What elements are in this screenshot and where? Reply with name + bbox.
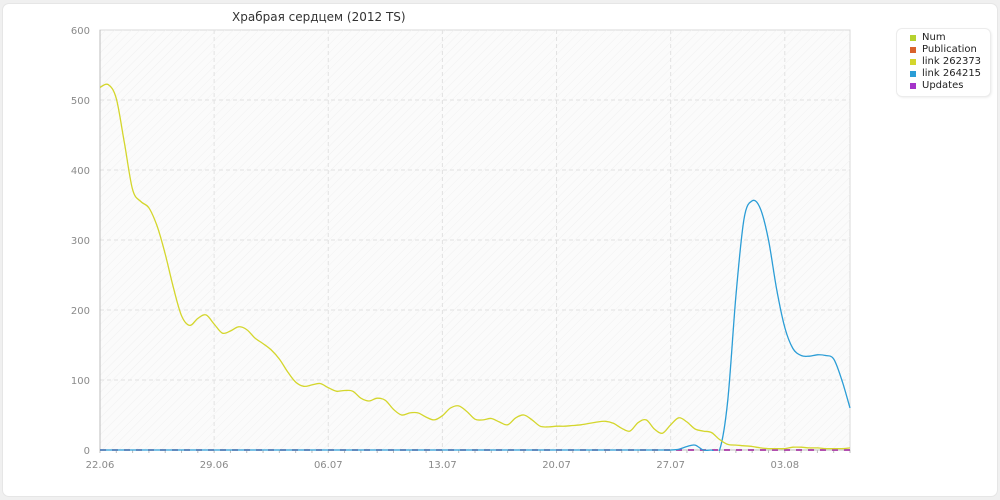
series-line-link-264215 (100, 199, 851, 451)
legend-swatch-link-264215 (910, 71, 916, 77)
legend-item-link-264215[interactable]: link 264215 (897, 68, 990, 80)
legend-label-num: Num (922, 32, 946, 43)
x-tick-label: 29.06 (200, 460, 229, 471)
x-tick-label: 22.06 (86, 460, 115, 471)
legend-item-updates[interactable]: Updates (897, 80, 990, 92)
legend-item-publication[interactable]: Publication (897, 44, 990, 56)
series-line-link-262373 (100, 83, 851, 450)
legend-item-link-262373[interactable]: link 262373 (897, 56, 990, 68)
x-tick-label: 06.07 (314, 460, 343, 471)
y-tick-label: 400 (71, 166, 90, 177)
legend-label-publication: Publication (922, 44, 977, 55)
legend-label-link-264215: link 264215 (922, 68, 982, 79)
y-tick-label: 200 (71, 306, 90, 317)
legend-item-num[interactable]: Num (897, 32, 990, 44)
legend-label-updates: Updates (922, 80, 964, 91)
chart-title: Храбрая сердцем (2012 TS) (232, 10, 406, 24)
y-tick-label: 500 (71, 96, 90, 107)
y-tick-label: 300 (71, 236, 90, 247)
legend-swatch-updates (910, 83, 916, 89)
y-tick-label: 100 (71, 376, 90, 387)
legend-swatch-link-262373 (910, 59, 916, 65)
y-tick-label: 0 (84, 446, 90, 457)
y-tick-label: 600 (71, 26, 90, 37)
legend-label-link-262373: link 262373 (922, 56, 982, 67)
x-tick-label: 20.07 (542, 460, 571, 471)
legend-swatch-num (910, 35, 916, 41)
x-tick-label: 13.07 (428, 460, 457, 471)
x-tick-label: 03.08 (770, 460, 799, 471)
x-tick-label: 27.07 (656, 460, 685, 471)
legend-swatch-publication (910, 47, 916, 53)
chart-legend: Num Publication link 262373 link 264215 … (897, 29, 990, 96)
